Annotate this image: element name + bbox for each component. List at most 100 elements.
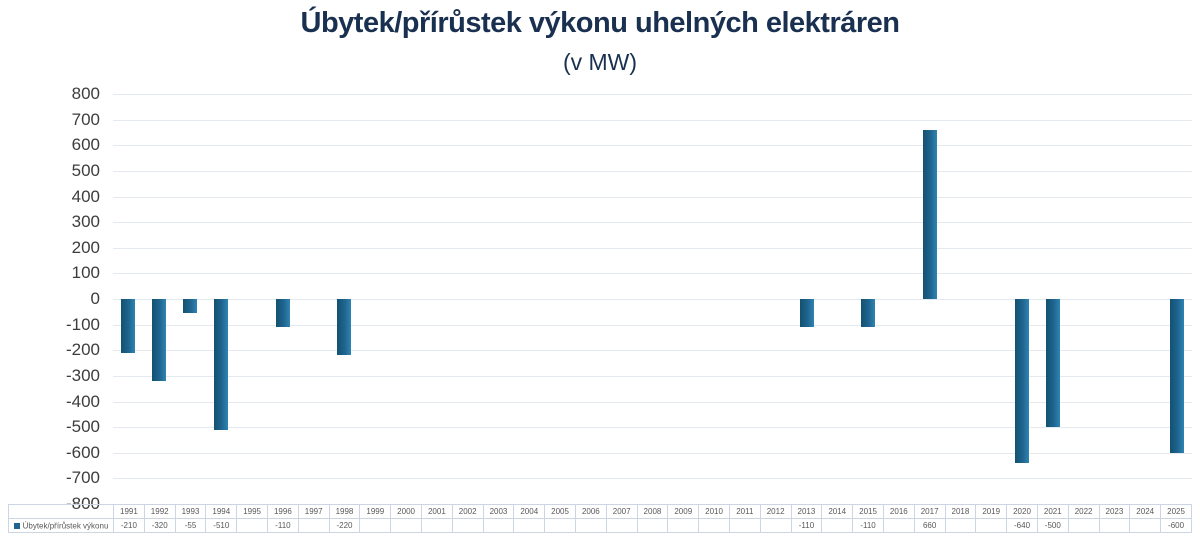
value-cell-2025: -600 bbox=[1160, 518, 1192, 533]
gridline bbox=[113, 427, 1192, 429]
series-legend-marker-icon bbox=[13, 522, 20, 529]
year-header-2025: 2025 bbox=[1160, 504, 1192, 519]
y-axis-tick-label: -200 bbox=[65, 340, 100, 360]
value-cell-2017: 660 bbox=[913, 518, 946, 533]
year-header-1996: 1996 bbox=[266, 504, 299, 519]
y-axis-tick-label: 0 bbox=[90, 289, 100, 308]
year-header-2007: 2007 bbox=[605, 504, 638, 519]
gridline bbox=[113, 119, 1192, 121]
gridline bbox=[113, 401, 1192, 403]
value-cell-1997 bbox=[297, 518, 330, 533]
year-header-1998: 1998 bbox=[328, 504, 361, 519]
chart-subtitle: (v MW) bbox=[562, 49, 638, 75]
value-cell-2019 bbox=[975, 518, 1008, 533]
value-cell-2024 bbox=[1129, 518, 1162, 533]
value-cell-1992: -320 bbox=[143, 518, 176, 533]
bar-2021[interactable] bbox=[1046, 299, 1061, 428]
year-header-2002: 2002 bbox=[451, 504, 484, 519]
gridline bbox=[113, 478, 1192, 480]
year-header-2012: 2012 bbox=[759, 504, 792, 519]
year-header-2017: 2017 bbox=[913, 504, 946, 519]
series-legend-label: Úbytek/přírůstek výkonu bbox=[22, 521, 109, 531]
year-header-2010: 2010 bbox=[698, 504, 730, 519]
value-cell-2022 bbox=[1067, 518, 1100, 533]
year-header-2004: 2004 bbox=[513, 504, 546, 519]
value-cell-2015: -110 bbox=[852, 518, 884, 533]
year-header-2015: 2015 bbox=[852, 504, 884, 519]
y-axis-tick-label: -400 bbox=[65, 391, 100, 411]
gridline bbox=[113, 170, 1192, 172]
value-cell-2021: -500 bbox=[1036, 518, 1069, 533]
value-cell-2013: -110 bbox=[790, 518, 823, 533]
bar-1994[interactable] bbox=[213, 299, 228, 430]
value-cell-2002 bbox=[451, 518, 484, 533]
bar-1991[interactable] bbox=[121, 299, 136, 353]
value-cell-2014 bbox=[821, 518, 854, 533]
year-header-2019: 2019 bbox=[975, 504, 1008, 519]
bar-2017[interactable] bbox=[922, 129, 937, 299]
year-header-2020: 2020 bbox=[1006, 504, 1038, 519]
value-cell-2001 bbox=[420, 518, 453, 533]
value-cell-2010 bbox=[698, 518, 730, 533]
year-header-2011: 2011 bbox=[728, 504, 761, 519]
value-row: Úbytek/přírůstek výkonu -210 -320 -55 -510 -… bbox=[8, 518, 1192, 533]
y-axis-tick-label: 400 bbox=[71, 186, 100, 206]
value-cell-1998: -220 bbox=[328, 518, 361, 533]
value-cell-2003 bbox=[482, 518, 515, 533]
value-cell-2018 bbox=[944, 518, 977, 533]
value-cell-1996: -110 bbox=[266, 518, 299, 533]
bar-1992[interactable] bbox=[152, 299, 167, 381]
value-cell-2006 bbox=[574, 518, 607, 533]
year-header-2013: 2013 bbox=[790, 504, 823, 519]
year-header-1999: 1999 bbox=[359, 504, 392, 519]
bar-2025[interactable] bbox=[1169, 299, 1184, 453]
bar-1998[interactable] bbox=[337, 299, 352, 356]
value-cell-2012 bbox=[759, 518, 792, 533]
gridline bbox=[113, 222, 1192, 224]
year-header-2014: 2014 bbox=[821, 504, 854, 519]
gridline bbox=[113, 94, 1192, 95]
y-axis-tick-label: 200 bbox=[71, 237, 100, 257]
y-axis-tick-label: 600 bbox=[71, 135, 100, 155]
data-table: 1991 1992 1993 1994 1995 1996 1997 1998 1999 2000… bbox=[8, 504, 1192, 533]
y-axis-tick-label: 300 bbox=[71, 212, 100, 232]
value-cell-1993: -55 bbox=[174, 518, 207, 533]
gridline bbox=[113, 375, 1192, 377]
year-header-1994: 1994 bbox=[205, 504, 238, 519]
year-header-1997: 1997 bbox=[297, 504, 330, 519]
year-header-2022: 2022 bbox=[1067, 504, 1100, 519]
value-cell-2009 bbox=[667, 518, 700, 533]
y-axis-tick-label: 100 bbox=[71, 263, 100, 283]
value-cell-1999 bbox=[359, 518, 392, 533]
gridline bbox=[113, 350, 1192, 352]
year-header-row: 1991 1992 1993 1994 1995 1996 1997 1998 1999 2000… bbox=[8, 504, 1192, 519]
value-cell-2023 bbox=[1098, 518, 1131, 533]
year-header-2023: 2023 bbox=[1098, 504, 1131, 519]
year-header-2021: 2021 bbox=[1036, 504, 1069, 519]
year-header-2024: 2024 bbox=[1129, 504, 1162, 519]
y-axis-tick-label: 700 bbox=[71, 109, 100, 129]
year-header-2008: 2008 bbox=[636, 504, 669, 519]
y-axis-tick-label: -300 bbox=[65, 365, 100, 385]
bar-2013[interactable] bbox=[799, 299, 814, 328]
year-header-2018: 2018 bbox=[944, 504, 977, 519]
bar-2020[interactable] bbox=[1015, 299, 1030, 463]
y-axis-tick-label: -600 bbox=[65, 442, 100, 462]
value-cell-2004 bbox=[513, 518, 546, 533]
value-cell-2000 bbox=[390, 518, 422, 533]
year-header-1992: 1992 bbox=[143, 504, 176, 519]
bar-2015[interactable] bbox=[861, 299, 876, 328]
value-cell-2011 bbox=[728, 518, 761, 533]
gridline bbox=[113, 324, 1192, 326]
y-axis-tick-label: -700 bbox=[65, 468, 100, 488]
gridline bbox=[113, 452, 1192, 454]
bar-1993[interactable] bbox=[183, 299, 198, 314]
gridline bbox=[113, 273, 1192, 275]
value-cell-2016 bbox=[882, 518, 915, 533]
gridline bbox=[113, 196, 1192, 198]
table-corner-blank bbox=[8, 504, 114, 519]
y-axis-tick-label: -500 bbox=[65, 417, 100, 437]
year-header-2009: 2009 bbox=[667, 504, 700, 519]
legend-item: Úbytek/přírůstek výkonu bbox=[8, 518, 114, 533]
bar-1996[interactable] bbox=[275, 299, 290, 328]
